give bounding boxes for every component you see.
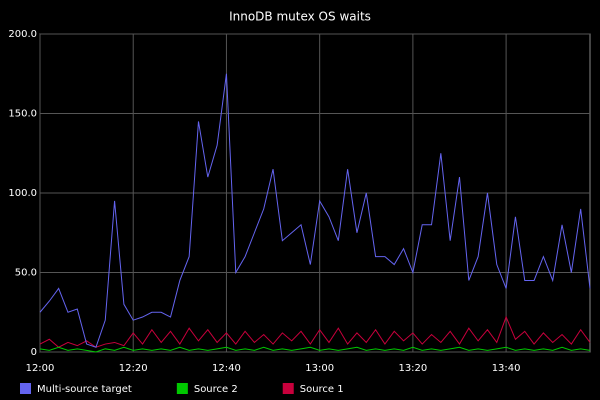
y-tick-label: 50.0 [15, 268, 37, 279]
legend-label: Source 2 [194, 384, 238, 395]
legend-label: Multi-source target [37, 384, 132, 395]
x-tick-label: 12:00 [26, 363, 55, 374]
chart-title: InnoDB mutex OS waits [229, 10, 371, 24]
legend-swatch [20, 383, 31, 394]
y-tick-label: 0 [31, 347, 37, 358]
series-line [39, 315, 591, 348]
x-tick-label: 12:40 [212, 363, 241, 374]
legend-swatch [282, 383, 294, 394]
x-tick-label: 13:40 [492, 363, 521, 374]
x-tick-label: 12:20 [119, 363, 148, 374]
y-tick-label: 100.0 [8, 188, 37, 199]
series-line [39, 346, 591, 353]
y-tick-label: 150.0 [8, 109, 37, 120]
x-tick-label: 13:00 [305, 363, 334, 374]
x-tick-label: 13:20 [398, 363, 427, 374]
y-tick-label: 200.0 [8, 29, 37, 40]
legend-label: Source 1 [300, 384, 344, 395]
legend-swatch [176, 383, 188, 394]
series-line [39, 73, 591, 348]
